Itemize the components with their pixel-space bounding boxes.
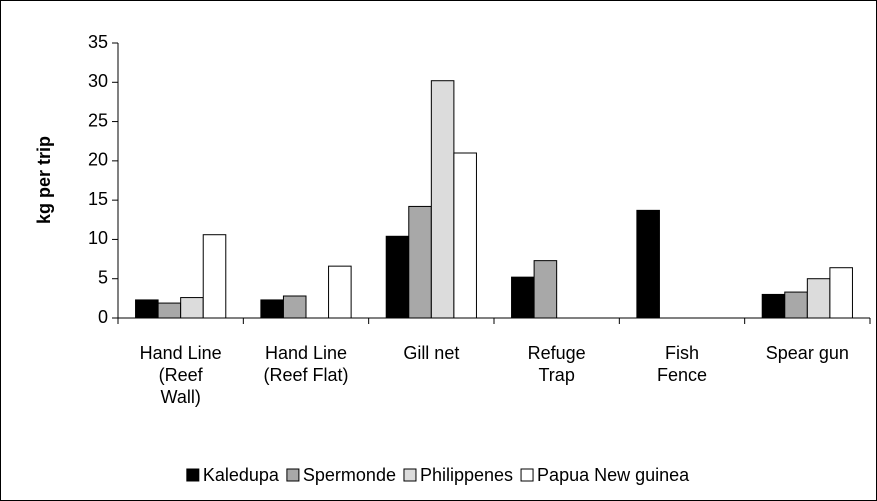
- y-tick-label: 20: [88, 150, 108, 170]
- bar: [282, 295, 307, 319]
- legend-label: Papua New guinea: [537, 465, 690, 485]
- bar: [180, 297, 204, 319]
- bar: [533, 260, 558, 319]
- bar: [453, 152, 477, 319]
- bar: [636, 209, 660, 319]
- legend-label: Kaledupa: [203, 465, 280, 485]
- y-tick-label: 10: [88, 228, 108, 248]
- bar: [829, 267, 853, 319]
- x-tick-label: Hand Line (Reef Flat): [263, 343, 348, 385]
- legend-label: Spermonde: [303, 465, 396, 485]
- y-tick-label: 30: [88, 71, 108, 91]
- bar: [408, 205, 432, 319]
- legend-label: Philippenes: [420, 465, 513, 485]
- x-tick-label: Hand Line (Reef Wall): [140, 343, 222, 407]
- bar: [511, 276, 535, 319]
- x-tick-label: Fish Fence: [657, 343, 707, 385]
- y-tick-label: 15: [88, 189, 108, 209]
- y-tick-label: 0: [98, 307, 108, 327]
- y-tick-label: 5: [98, 267, 108, 287]
- y-tick-label: 35: [88, 32, 108, 52]
- x-tick-label: Refuge Trap: [528, 343, 586, 385]
- legend-swatch: [520, 468, 534, 482]
- y-axis-label: kg per trip: [34, 136, 54, 224]
- bar: [260, 299, 284, 319]
- bar: [157, 302, 182, 319]
- legend-swatch: [286, 468, 300, 482]
- y-tick-label: 25: [88, 110, 108, 130]
- bar: [806, 278, 831, 319]
- legend-swatch: [403, 468, 417, 482]
- bar: [135, 299, 159, 319]
- bar: [385, 235, 410, 319]
- bar: [202, 234, 227, 319]
- x-tick-label: Spear gun: [766, 343, 849, 363]
- bar: [784, 291, 808, 319]
- legend-swatch: [186, 468, 200, 482]
- bar: [761, 293, 786, 319]
- x-tick-label: Gill net: [403, 343, 459, 363]
- bar: [430, 80, 455, 319]
- bar: [328, 265, 352, 319]
